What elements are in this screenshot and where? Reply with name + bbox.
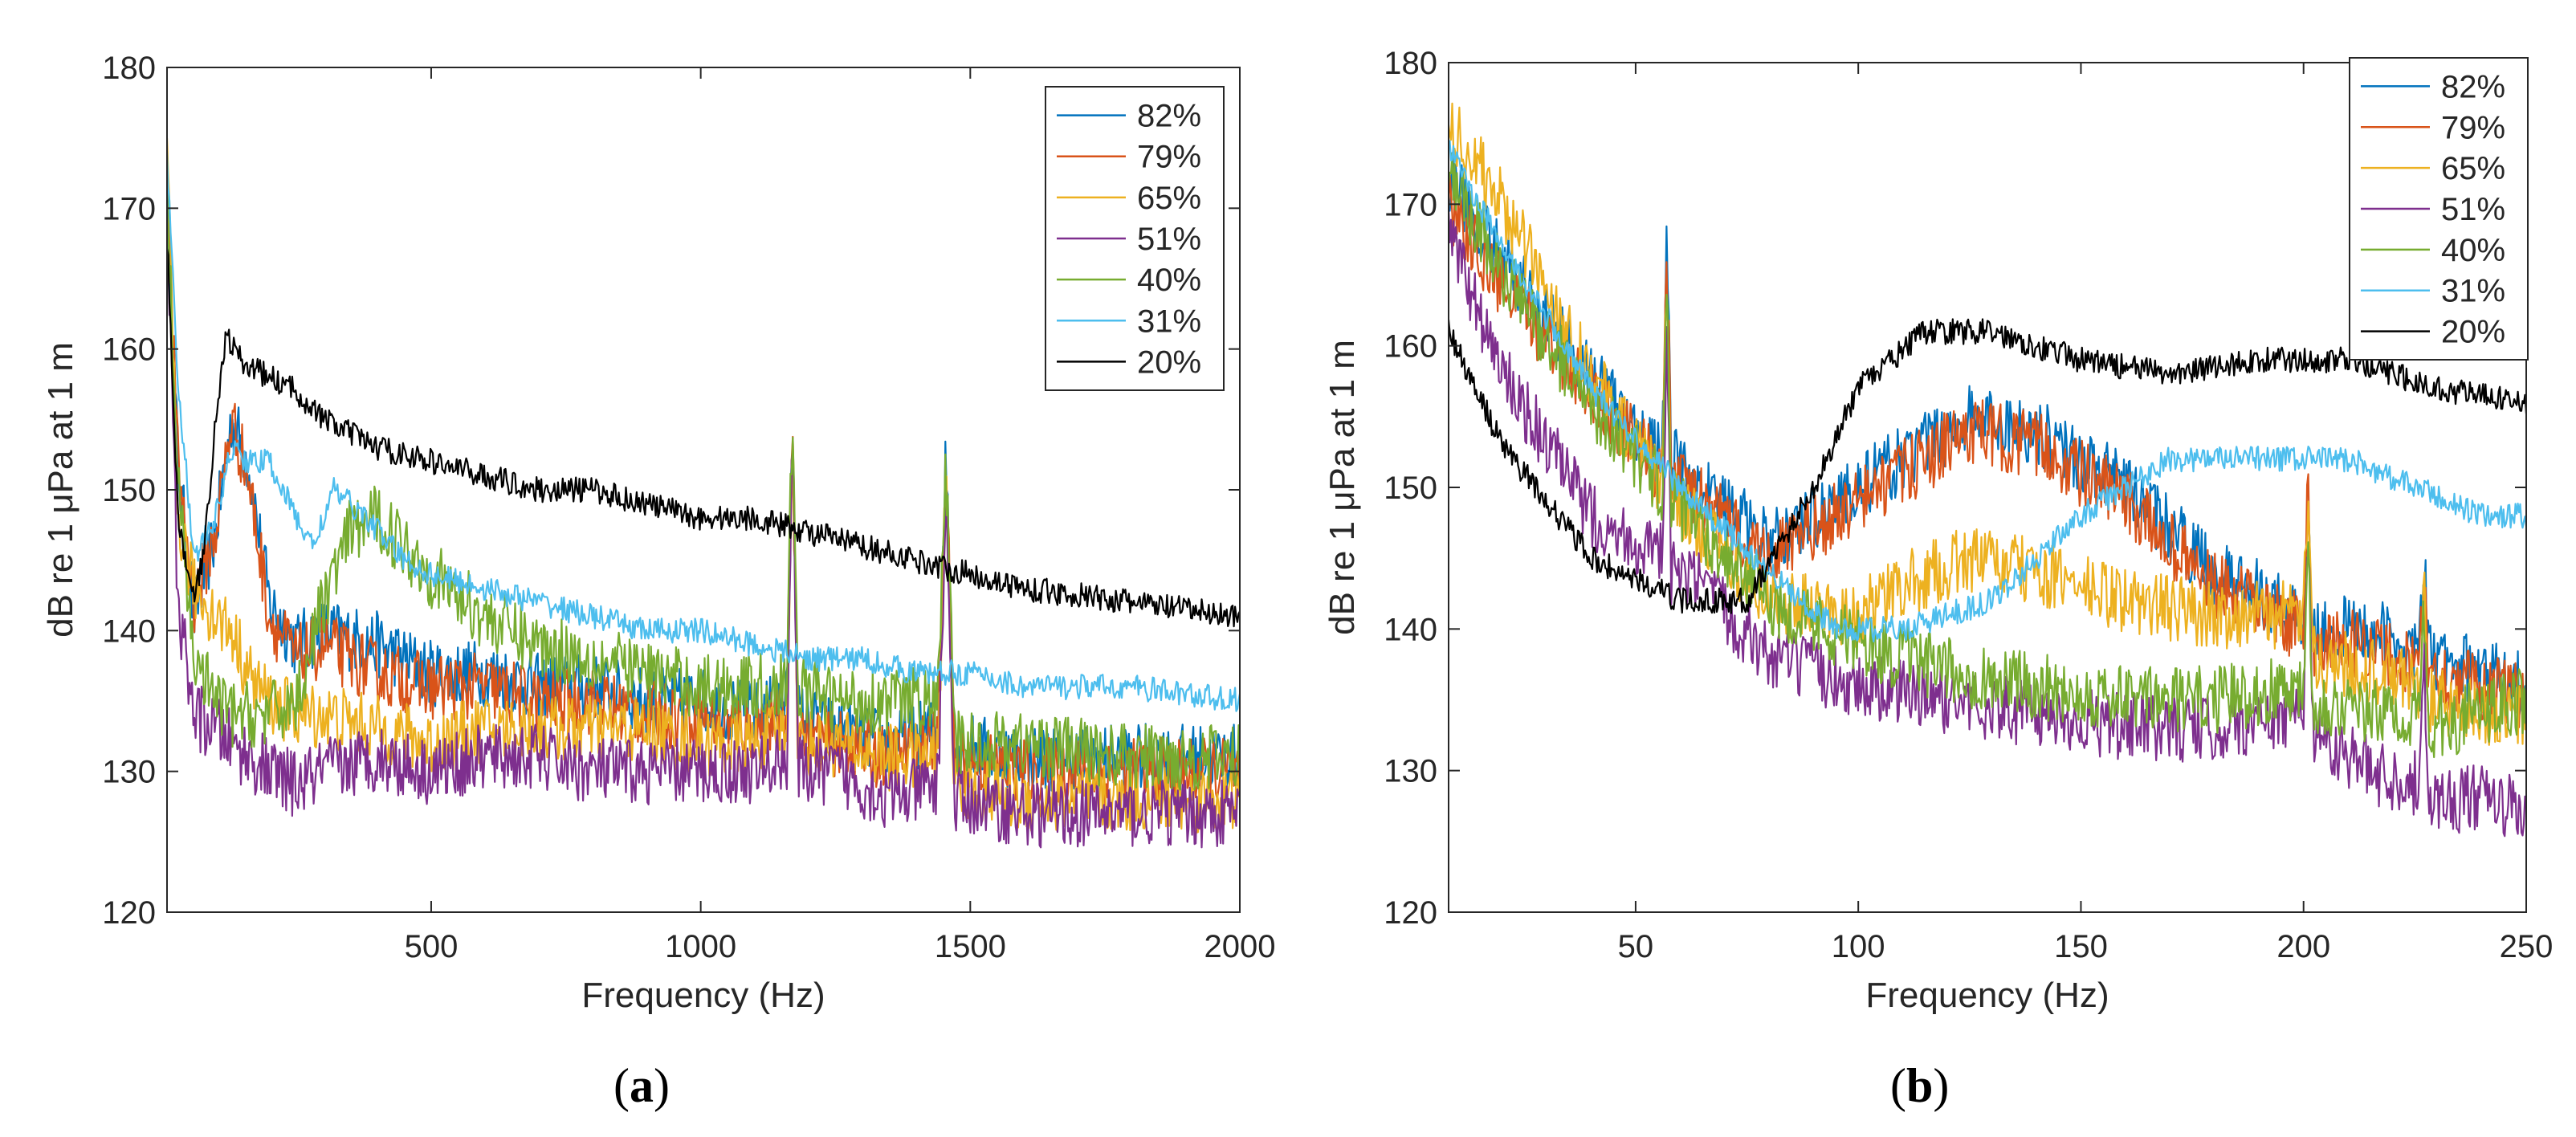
series-line-a-31% bbox=[167, 153, 1240, 712]
y-tick-label-a-130: 130 bbox=[102, 755, 156, 790]
series-line-b-65% bbox=[1449, 102, 2526, 746]
plot-a: 120 130 140 150 160 170 180 500 1000 1500 2000 Freq… bbox=[41, 51, 1275, 1015]
y-tick-label-a-140: 140 bbox=[102, 613, 156, 649]
y-tick-label-b-130: 130 bbox=[1384, 754, 1437, 789]
legend-label-b-65%: 65% bbox=[2441, 151, 2505, 186]
series-line-a-40% bbox=[167, 178, 1240, 791]
x-axis-label-b: Frequency (Hz) bbox=[1865, 976, 2109, 1015]
legend-label-b-40%: 40% bbox=[2441, 233, 2505, 268]
plot-b: 120 130 140 150 160 170 180 50 100 150 200 250 Frequ… bbox=[1323, 46, 2553, 1015]
y-tick-label-b-170: 170 bbox=[1384, 187, 1437, 222]
y-tick-label-b-160: 160 bbox=[1384, 329, 1437, 365]
series-line-a-51% bbox=[167, 234, 1240, 849]
y-tick-label-b-180: 180 bbox=[1384, 46, 1437, 81]
x-tick-label-b-250: 250 bbox=[2500, 929, 2554, 964]
y-tick-label-a-160: 160 bbox=[102, 332, 156, 368]
legend-label-b-82%: 82% bbox=[2441, 69, 2505, 104]
legend-a: 82% 79% 65% 51% 40% 31% 20% bbox=[1045, 86, 1225, 391]
legend-label-b-20%: 20% bbox=[2441, 315, 2505, 350]
legend-label-a-82%: 82% bbox=[1137, 99, 1201, 134]
legend-label-a-51%: 51% bbox=[1137, 222, 1201, 257]
series-line-b-31% bbox=[1449, 140, 2526, 643]
y-tick-label-a-150: 150 bbox=[102, 473, 156, 508]
x-tick-label-b-150: 150 bbox=[2054, 929, 2108, 964]
legend-label-a-65%: 65% bbox=[1137, 181, 1201, 216]
series-group-b bbox=[1449, 102, 2526, 837]
legend-label-a-31%: 31% bbox=[1137, 304, 1201, 339]
x-tick-label-b-200: 200 bbox=[2276, 929, 2330, 964]
series-line-b-51% bbox=[1449, 207, 2526, 837]
panel-caption-b: (b) bbox=[1890, 1059, 1950, 1112]
y-tick-label-a-120: 120 bbox=[102, 895, 156, 931]
y-tick-label-b-140: 140 bbox=[1384, 612, 1437, 647]
x-tick-label-a-1000: 1000 bbox=[665, 929, 736, 964]
y-tick-label-b-150: 150 bbox=[1384, 471, 1437, 506]
series-line-b-20% bbox=[1449, 318, 2526, 614]
panel-caption-a-letter: a bbox=[629, 1059, 654, 1112]
legend-label-a-79%: 79% bbox=[1137, 140, 1201, 175]
series-group-a bbox=[167, 138, 1240, 849]
panel-caption-a: (a) bbox=[613, 1059, 670, 1112]
y-tick-label-b-120: 120 bbox=[1384, 895, 1437, 931]
y-tick-label-a-170: 170 bbox=[102, 191, 156, 226]
series-line-a-20% bbox=[167, 248, 1240, 628]
x-tick-label-a-2000: 2000 bbox=[1204, 929, 1276, 964]
x-tick-label-b-50: 50 bbox=[1618, 929, 1654, 964]
panel-caption-b-letter: b bbox=[1906, 1059, 1934, 1112]
x-tick-label-b-100: 100 bbox=[1832, 929, 1885, 964]
legend-label-a-40%: 40% bbox=[1137, 263, 1201, 298]
legend-b: 82% 79% 65% 51% 40% 31% 20% bbox=[2349, 57, 2529, 361]
legend-label-b-51%: 51% bbox=[2441, 192, 2505, 227]
x-tick-label-a-500: 500 bbox=[405, 929, 459, 964]
legend-label-b-31%: 31% bbox=[2441, 274, 2505, 309]
x-tick-label-a-1500: 1500 bbox=[935, 929, 1006, 964]
legend-label-a-20%: 20% bbox=[1137, 344, 1201, 380]
y-axis-label-b: dB re 1 μPa at 1 m bbox=[1323, 340, 1362, 635]
x-axis-label-a: Frequency (Hz) bbox=[581, 976, 825, 1015]
y-tick-label-a-180: 180 bbox=[102, 51, 156, 86]
y-axis-label-a: dB re 1 μPa at 1 m bbox=[41, 342, 80, 638]
legend-label-b-79%: 79% bbox=[2441, 110, 2505, 145]
